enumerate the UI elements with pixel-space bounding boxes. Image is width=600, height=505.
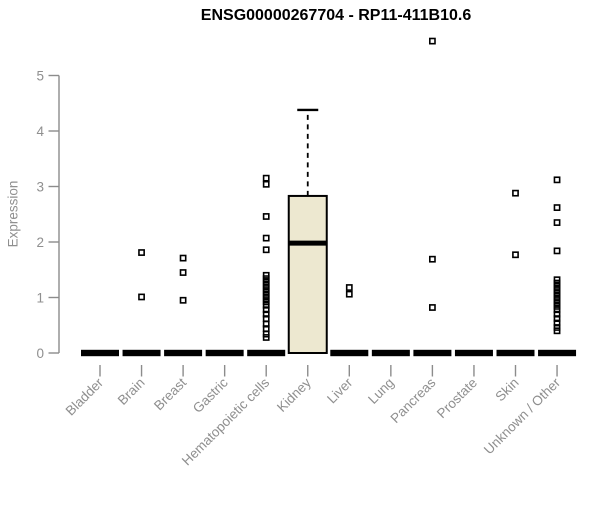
outlier-point-pancreas xyxy=(428,37,436,45)
outlier-point-brain xyxy=(138,249,145,256)
collapsed-box-brain xyxy=(122,349,161,357)
collapsed-box-gastric xyxy=(205,349,244,357)
outlier-point-skin xyxy=(512,251,519,259)
outlier-point-breast xyxy=(179,254,187,262)
x-tick-label-breast: Breast xyxy=(151,375,189,413)
outlier-point-pancreas xyxy=(428,255,436,263)
outlier-point-unknown-other xyxy=(553,176,561,184)
outlier-point-breast xyxy=(179,269,187,276)
outlier-point-breast xyxy=(179,296,187,304)
x-tick-label-prostate: Prostate xyxy=(434,375,480,421)
y-tick-label: 2 xyxy=(36,235,44,250)
collapsed-box-prostate xyxy=(454,349,493,357)
outlier-point-unknown-other xyxy=(553,219,561,226)
collapsed-box-skin xyxy=(496,349,535,357)
collapsed-box-liver xyxy=(330,349,369,357)
y-tick-label: 0 xyxy=(36,346,44,361)
x-tick-label-liver: Liver xyxy=(324,375,356,407)
y-tick-label: 3 xyxy=(36,179,44,194)
outlier-point-brain xyxy=(138,293,145,301)
outlier-point-hematopoietic-cells xyxy=(262,213,270,220)
outlier-point-skin xyxy=(512,189,519,197)
chart-title: ENSG00000267704 - RP11-411B10.6 xyxy=(200,7,472,24)
outlier-point-hematopoietic-cells xyxy=(262,315,270,322)
x-tick-label-gastric: Gastric xyxy=(190,375,231,416)
collapsed-box-breast xyxy=(164,349,203,357)
outlier-point-liver xyxy=(345,284,353,291)
outlier-point-unknown-other xyxy=(553,247,561,255)
collapsed-box-lung xyxy=(371,349,410,357)
x-tick-label-lung: Lung xyxy=(365,375,397,407)
y-tick-label: 5 xyxy=(36,68,44,83)
x-tick-label-kidney: Kidney xyxy=(274,375,314,415)
outlier-point-hematopoietic-cells xyxy=(262,246,270,254)
y-axis-title: Expression xyxy=(5,180,21,248)
outlier-point-hematopoietic-cells xyxy=(262,174,270,182)
x-tick-label-brain: Brain xyxy=(115,375,148,408)
outlier-point-pancreas xyxy=(428,304,436,311)
collapsed-box-pancreas xyxy=(413,349,452,357)
collapsed-box-bladder xyxy=(81,349,119,357)
outlier-point-hematopoietic-cells xyxy=(262,334,270,341)
collapsed-box-unknown-other xyxy=(538,349,577,357)
x-tick-label-pancreas: Pancreas xyxy=(388,375,439,426)
x-tick-label-bladder: Bladder xyxy=(63,375,107,419)
y-tick-label: 1 xyxy=(36,290,44,305)
outlier-point-liver xyxy=(345,290,353,298)
box-kidney xyxy=(287,194,328,354)
outlier-point-unknown-other xyxy=(553,327,561,335)
x-tick-label-skin: Skin xyxy=(492,375,521,404)
outlier-point-hematopoietic-cells xyxy=(262,325,270,332)
outlier-point-unknown-other xyxy=(553,204,561,211)
collapsed-box-hematopoietic-cells xyxy=(247,349,286,357)
y-tick-label: 4 xyxy=(36,124,44,139)
outlier-point-hematopoietic-cells xyxy=(262,234,270,242)
x-tick-label-unknown-other: Unknown / Other xyxy=(481,375,564,458)
outlier-point-hematopoietic-cells xyxy=(262,180,270,188)
